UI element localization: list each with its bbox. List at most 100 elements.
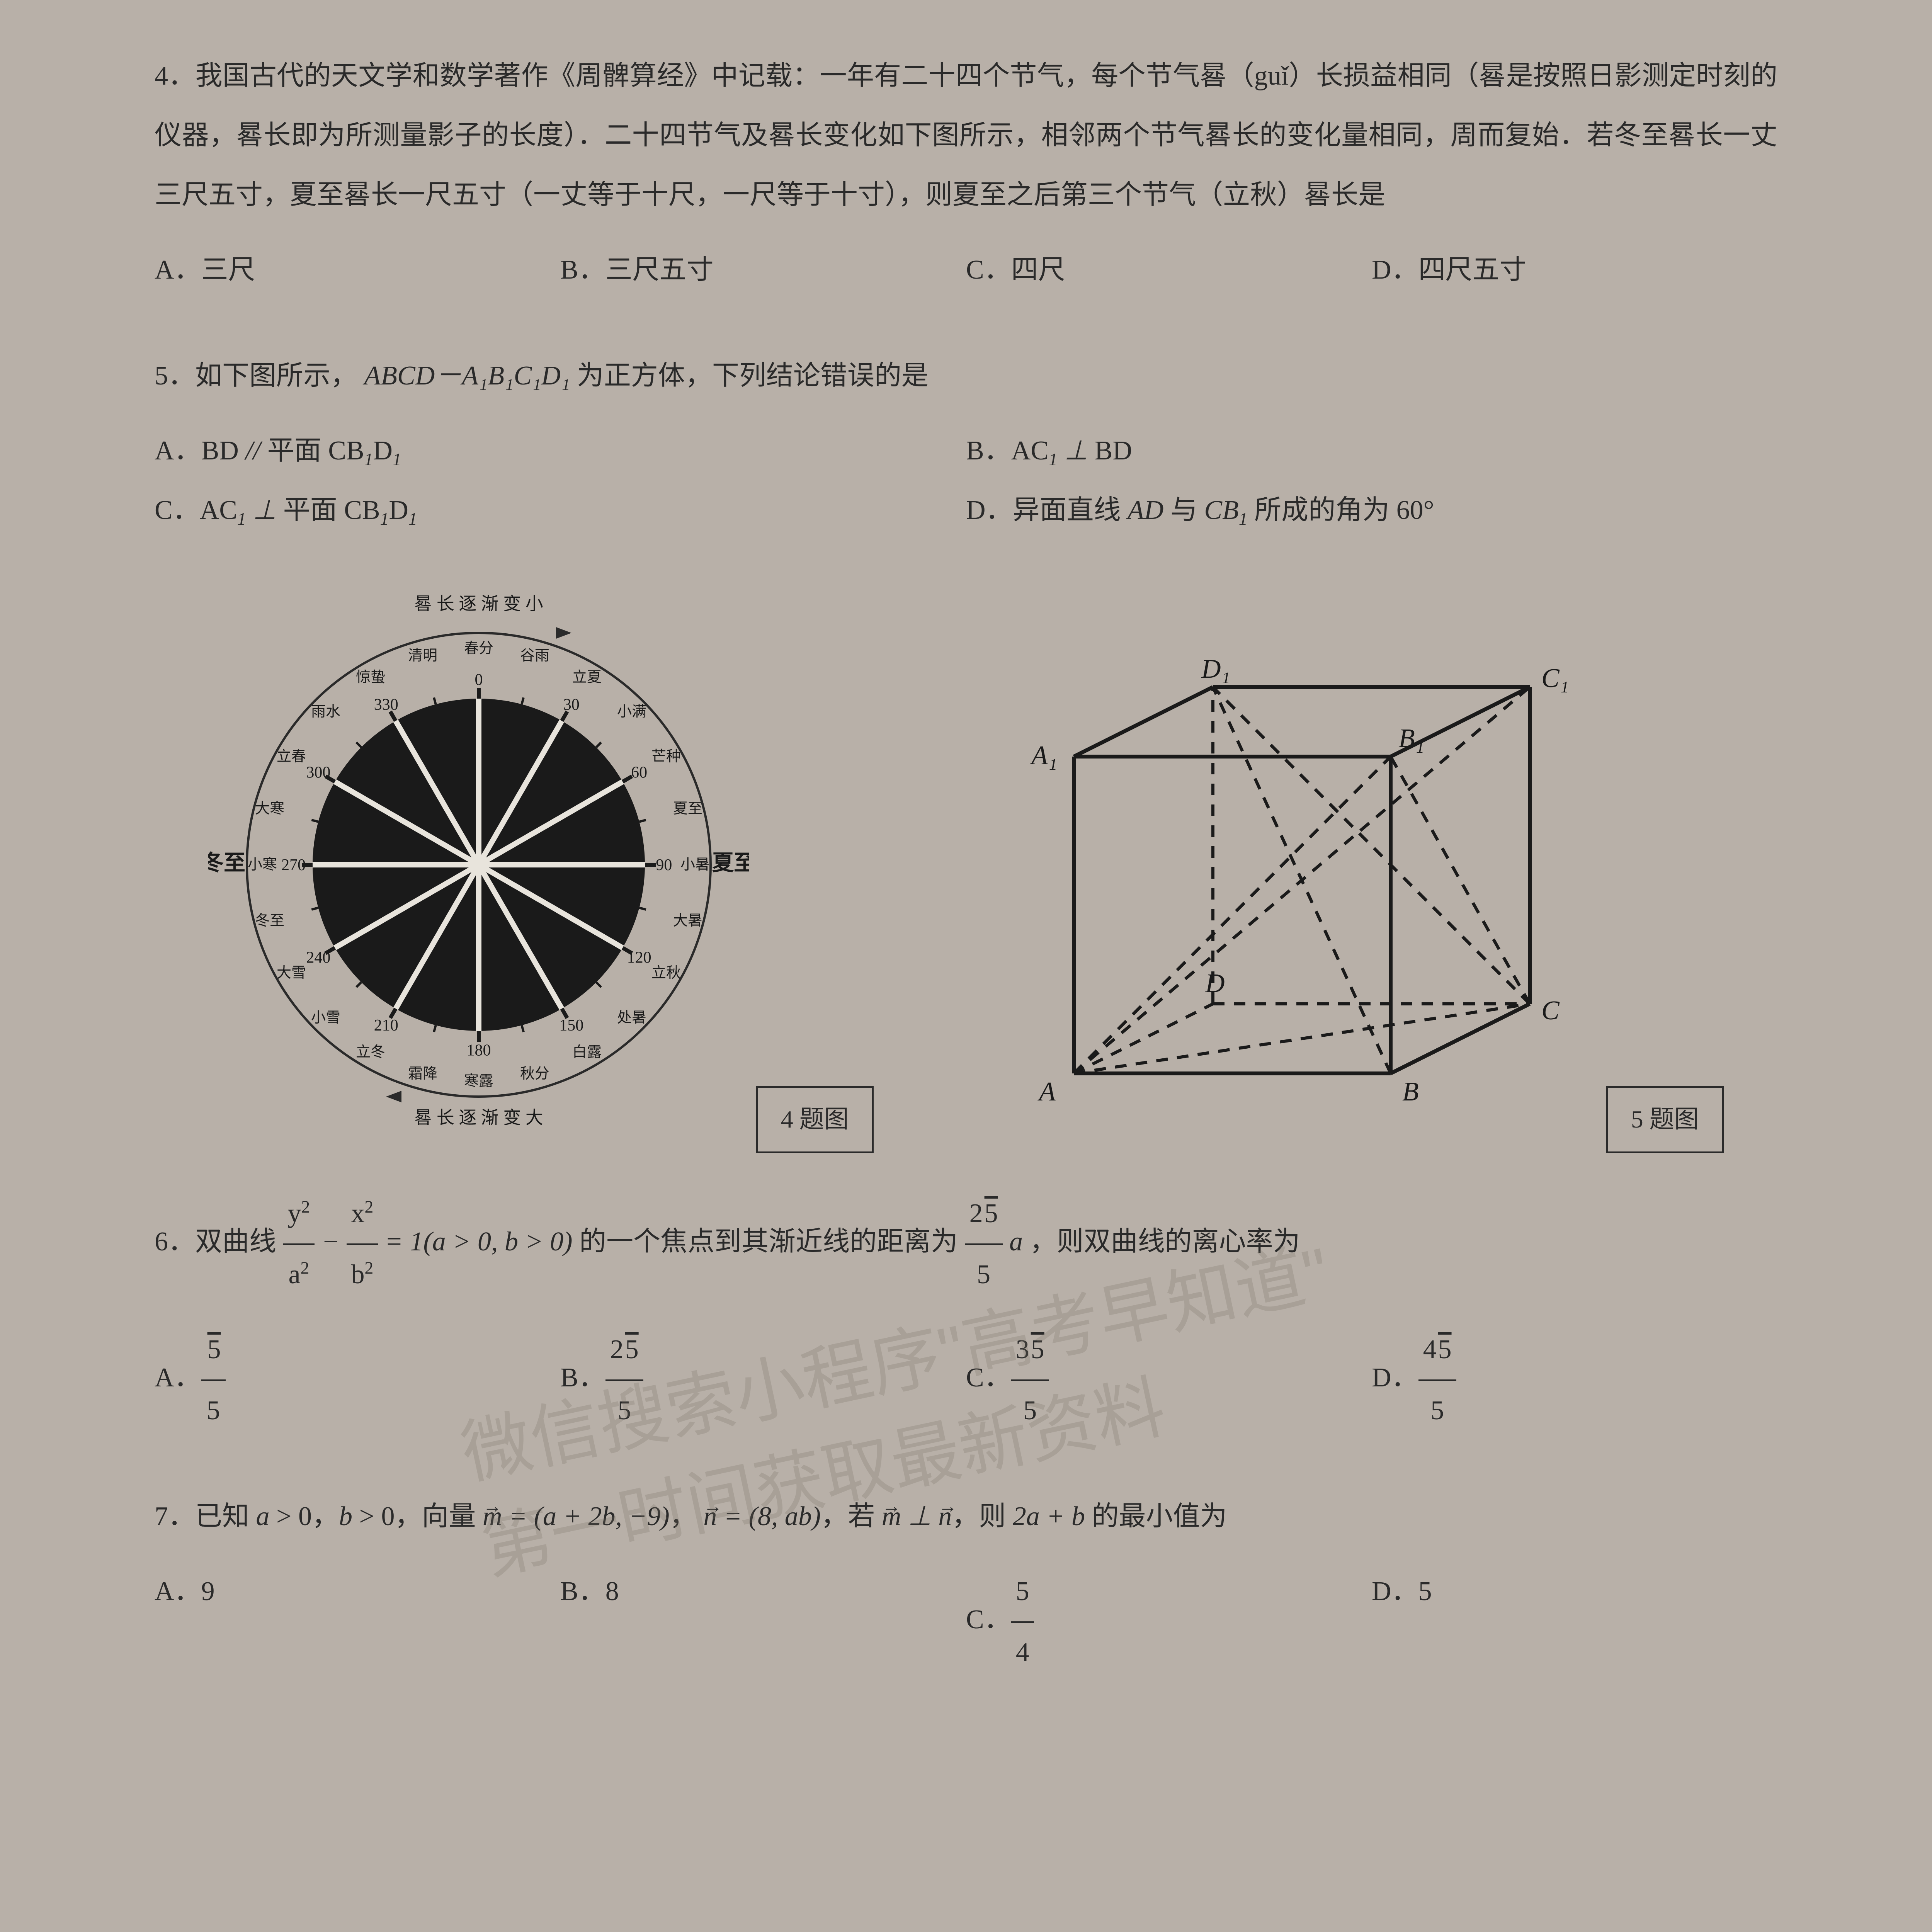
svg-text:秋分: 秋分 xyxy=(520,1066,549,1082)
svg-text:0: 0 xyxy=(475,671,483,689)
svg-text:夏至: 夏至 xyxy=(712,851,749,875)
svg-text:芒种: 芒种 xyxy=(651,748,681,765)
q4-options: A．三尺 B．三尺五寸 C．四尺 D．四尺五寸 xyxy=(155,240,1777,300)
svg-text:霜降: 霜降 xyxy=(408,1066,437,1082)
q4-opt-a: A．三尺 xyxy=(155,240,560,300)
svg-text:C₁: C₁ xyxy=(1541,663,1569,693)
q5-opt-b: B．AC1 ⊥ BD xyxy=(966,421,1777,481)
fig5-block: ABCDA₁B₁C₁D₁ 5 题图 xyxy=(981,625,1724,1153)
svg-text:谷雨: 谷雨 xyxy=(520,648,549,664)
q6-prefix: 6．双曲线 xyxy=(155,1227,276,1257)
fig4-block: 0306090120150180210240270300330春分谷雨立夏小满芒… xyxy=(208,587,874,1153)
q5-prefix: 5．如下图所示， xyxy=(155,361,357,391)
svg-text:270: 270 xyxy=(281,856,306,874)
q5-cube: ABCD－A₁B₁C₁D₁ xyxy=(364,361,570,391)
svg-text:大雪: 大雪 xyxy=(277,965,306,981)
svg-text:冬至: 冬至 xyxy=(255,913,284,929)
q4-opt-b: B．三尺五寸 xyxy=(560,240,966,300)
q6-opt-b: B．255 xyxy=(560,1320,966,1440)
svg-text:C: C xyxy=(1541,996,1560,1026)
q5-opt-c: C．AC1 ⊥ 平面 CB1D1 xyxy=(155,481,966,540)
fig4-diagram: 0306090120150180210240270300330春分谷雨立夏小满芒… xyxy=(208,587,749,1128)
q4-opt-d: D．四尺五寸 xyxy=(1372,240,1777,300)
q6-opt-a: A．55 xyxy=(155,1320,560,1440)
svg-text:A: A xyxy=(1037,1077,1056,1107)
q6-opt-d: D．455 xyxy=(1372,1320,1777,1440)
q5-opt-a-math: BD // 平面 CB1D1 xyxy=(201,436,401,466)
fig4-label: 4 题图 xyxy=(756,1086,874,1153)
svg-text:晷 长 逐 渐 变 大: 晷 长 逐 渐 变 大 xyxy=(415,1108,544,1128)
q6-dist: 255 a xyxy=(965,1227,1030,1257)
svg-text:立夏: 立夏 xyxy=(572,669,602,685)
q6-suffix: ，则双曲线的离心率为 xyxy=(1030,1227,1300,1257)
svg-text:60: 60 xyxy=(631,764,647,781)
q6-eq: y2a2 − x2b2 = 1(a > 0, b > 0) xyxy=(283,1227,580,1257)
q7-opt-b: B．8 xyxy=(560,1562,966,1682)
q5-opt-d-text: 异面直线 AD 与 CB1 所成的角为 60° xyxy=(1013,495,1434,525)
svg-text:春分: 春分 xyxy=(464,640,493,656)
q5-opt-d: D．异面直线 AD 与 CB1 所成的角为 60° xyxy=(966,481,1777,540)
question-4: 4．我国古代的天文学和数学著作《周髀算经》中记载：一年有二十四个节气，每个节气晷… xyxy=(155,46,1777,300)
figures-row: 0306090120150180210240270300330春分谷雨立夏小满芒… xyxy=(155,587,1777,1153)
svg-text:大暑: 大暑 xyxy=(673,913,702,929)
q4-opt-c: C．四尺 xyxy=(966,240,1372,300)
svg-text:D₁: D₁ xyxy=(1201,654,1230,684)
q7-opt-a: A．9 xyxy=(155,1562,560,1682)
svg-text:A₁: A₁ xyxy=(1030,741,1057,770)
svg-text:30: 30 xyxy=(563,696,580,714)
q7-opt-b-text: 8 xyxy=(605,1577,619,1606)
svg-text:小暑: 小暑 xyxy=(680,857,710,873)
q4-text: 4．我国古代的天文学和数学著作《周髀算经》中记载：一年有二十四个节气，每个节气晷… xyxy=(155,46,1777,225)
svg-text:大寒: 大寒 xyxy=(255,801,284,817)
svg-text:B₁: B₁ xyxy=(1398,724,1424,753)
svg-text:小雪: 小雪 xyxy=(311,1010,340,1026)
svg-text:120: 120 xyxy=(627,949,651,967)
svg-text:清明: 清明 xyxy=(408,648,437,664)
q6-opt-c: C．355 xyxy=(966,1320,1372,1440)
svg-text:90: 90 xyxy=(656,856,672,874)
q4-opt-d-text: 四尺五寸 xyxy=(1418,255,1527,285)
svg-text:小满: 小满 xyxy=(617,704,646,720)
q4-opt-b-text: 三尺五寸 xyxy=(605,255,714,285)
q5-cube-text: ABCD－A₁B₁C₁D₁ xyxy=(364,361,570,391)
q7-opt-c: C．54 xyxy=(966,1562,1372,1682)
svg-text:立冬: 立冬 xyxy=(356,1044,385,1060)
svg-text:冬至: 冬至 xyxy=(208,851,245,875)
svg-text:240: 240 xyxy=(306,949,331,967)
question-5: 5．如下图所示， ABCD－A₁B₁C₁D₁ 为正方体，下列结论错误的是 A．B… xyxy=(155,346,1777,540)
svg-text:330: 330 xyxy=(374,696,398,714)
q5-options: A．BD // 平面 CB1D1 B．AC1 ⊥ BD C．AC1 ⊥ 平面 C… xyxy=(155,421,1777,540)
fig5-diagram: ABCDA₁B₁C₁D₁ xyxy=(981,625,1599,1128)
q7-opt-d-text: 5 xyxy=(1418,1577,1432,1606)
q5-opt-c-math: AC1 ⊥ 平面 CB1D1 xyxy=(200,495,417,525)
q4-opt-a-text: 三尺 xyxy=(201,255,255,285)
q6-options: A．55 B．255 C．355 D．455 xyxy=(155,1320,1777,1440)
question-7: 7．已知 a > 0，b > 0，向量 m = (a + 2b, −9)， n … xyxy=(155,1487,1777,1682)
q6-mid: 的一个焦点到其渐近线的距离为 xyxy=(579,1227,958,1257)
svg-text:晷 长 逐 渐 变 小: 晷 长 逐 渐 变 小 xyxy=(415,594,544,614)
fig5-label: 5 题图 xyxy=(1606,1086,1724,1153)
q5-opt-a: A．BD // 平面 CB1D1 xyxy=(155,421,966,481)
svg-text:300: 300 xyxy=(306,764,331,781)
q7-opt-a-text: 9 xyxy=(201,1577,215,1606)
q7-text: 7．已知 a > 0，b > 0，向量 m = (a + 2b, −9)， n … xyxy=(155,1487,1777,1546)
svg-text:立秋: 立秋 xyxy=(651,965,681,981)
q6-text: 6．双曲线 y2a2 − x2b2 = 1(a > 0, b > 0) 的一个焦… xyxy=(155,1184,1777,1304)
svg-text:处暑: 处暑 xyxy=(617,1010,646,1026)
svg-text:210: 210 xyxy=(374,1017,398,1034)
svg-text:夏至: 夏至 xyxy=(673,801,702,817)
q7-options: A．9 B．8 C．54 D．5 xyxy=(155,1562,1777,1682)
svg-text:寒露: 寒露 xyxy=(464,1073,493,1089)
q5-text: 5．如下图所示， ABCD－A₁B₁C₁D₁ 为正方体，下列结论错误的是 xyxy=(155,346,1777,406)
q5-suffix: 为正方体，下列结论错误的是 xyxy=(577,361,929,391)
q7-opt-d: D．5 xyxy=(1372,1562,1777,1682)
svg-text:白露: 白露 xyxy=(572,1044,602,1060)
svg-text:150: 150 xyxy=(559,1017,583,1034)
svg-text:雨水: 雨水 xyxy=(311,704,340,720)
svg-text:立春: 立春 xyxy=(277,748,306,765)
svg-text:小寒: 小寒 xyxy=(248,857,277,873)
svg-text:D: D xyxy=(1205,969,1225,998)
q5-opt-b-math: AC1 ⊥ BD xyxy=(1011,436,1132,466)
svg-text:惊蛰: 惊蛰 xyxy=(356,669,385,685)
q4-opt-c-text: 四尺 xyxy=(1011,255,1065,285)
